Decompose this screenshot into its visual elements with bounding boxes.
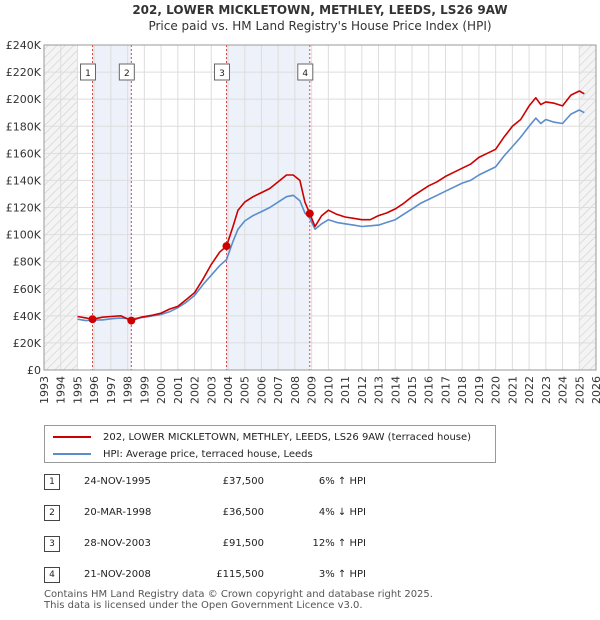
legend-item-property: 202, LOWER MICKLETOWN, METHLEY, LEEDS, L… [53, 429, 471, 445]
sale-label-box-4 [297, 63, 314, 81]
x-tick-label: 2000 [155, 376, 168, 404]
x-tick-label: 2011 [339, 376, 352, 404]
sale-price: £36,500 [222, 507, 264, 518]
table-row: 2 20-MAR-1998 £36,500 4% ↓ HPI [44, 505, 464, 523]
sale-date: 20-MAR-1998 [84, 507, 152, 518]
footer-line-2: This data is licensed under the Open Gov… [44, 600, 363, 611]
price-chart: 202, LOWER MICKLETOWN, METHLEY, LEEDS, L… [6, 3, 600, 404]
y-tick-label: £140K [6, 174, 42, 187]
x-tick-label: 2023 [540, 376, 553, 404]
y-tick-label: £0 [27, 364, 41, 377]
sale-point-2 [127, 316, 136, 325]
x-tick-label: 2024 [557, 376, 570, 404]
x-tick-label: 2002 [189, 376, 202, 404]
sale-date: 24-NOV-1995 [84, 476, 151, 487]
y-tick-label: £60K [13, 283, 42, 296]
table-row: 1 24-NOV-1995 £37,500 6% ↑ HPI [44, 474, 464, 492]
x-tick-label: 2004 [222, 376, 235, 404]
x-tick-label: 2001 [172, 376, 185, 404]
sale-number-badge: 2 [44, 505, 60, 521]
x-tick-label: 2016 [423, 376, 436, 404]
y-tick-label: £220K [6, 66, 42, 79]
y-tick-label: £120K [6, 202, 42, 215]
x-tick-label: 2012 [356, 376, 369, 404]
sale-number-badge: 4 [44, 567, 60, 583]
x-tick-label: 1997 [105, 376, 118, 404]
y-tick-label: £100K [6, 229, 42, 242]
x-tick-label: 2007 [272, 376, 285, 404]
x-tick-label: 1995 [71, 376, 84, 404]
x-tick-label: 2005 [239, 376, 252, 404]
x-tick-label: 2021 [506, 376, 519, 404]
footer-line-1: Contains HM Land Registry data © Crown c… [44, 589, 433, 600]
series-line-hpi [77, 109, 585, 322]
x-tick-label: 2019 [473, 376, 486, 404]
y-tick-label: £80K [13, 256, 42, 269]
legend-item-hpi: HPI: Average price, terraced house, Leed… [53, 446, 313, 462]
legend-swatch-property [53, 436, 91, 438]
sale-price: £91,500 [222, 538, 264, 549]
x-tick-label: 1996 [88, 376, 101, 404]
sale-price: £115,500 [216, 569, 264, 580]
table-row: 3 28-NOV-2003 £91,500 12% ↑ HPI [44, 536, 464, 554]
sale-label-2: 2 [124, 69, 130, 79]
sale-point-1 [88, 315, 97, 324]
sale-label-1: 1 [85, 69, 91, 79]
x-tick-label: 2018 [456, 376, 469, 404]
x-tick-label: 2013 [373, 376, 386, 404]
x-tick-label: 2003 [205, 376, 218, 404]
y-tick-label: £160K [6, 147, 42, 160]
chart-title: 202, LOWER MICKLETOWN, METHLEY, LEEDS, L… [132, 3, 507, 17]
sale-hpi-diff: 12% ↑ HPI [312, 538, 366, 549]
x-tick-label: 1999 [138, 376, 151, 404]
x-tick-label: 1994 [55, 376, 68, 404]
sale-point-4 [305, 209, 314, 218]
chart-subtitle: Price paid vs. HM Land Registry's House … [148, 19, 491, 33]
sale-point-3 [222, 242, 231, 251]
sale-label-box-3 [213, 63, 230, 81]
x-tick-label: 2008 [289, 376, 302, 404]
sale-date: 28-NOV-2003 [84, 538, 151, 549]
x-tick-label: 2009 [306, 376, 319, 404]
x-tick-label: 2017 [439, 376, 452, 404]
y-tick-label: £240K [6, 39, 42, 52]
y-tick-label: £200K [6, 93, 42, 106]
x-tick-label: 1993 [38, 376, 51, 404]
sale-label-box-1 [80, 63, 97, 81]
sale-price: £37,500 [222, 476, 264, 487]
sale-date: 21-NOV-2008 [84, 569, 151, 580]
x-tick-label: 2014 [389, 376, 402, 404]
sale-number-badge: 1 [44, 474, 60, 490]
chart-legend: 202, LOWER MICKLETOWN, METHLEY, LEEDS, L… [44, 425, 496, 463]
x-tick-label: 2010 [322, 376, 335, 404]
footer-attribution: Contains HM Land Registry data © Crown c… [44, 589, 433, 611]
x-tick-label: 1998 [122, 376, 135, 404]
sale-label-box-2 [118, 63, 135, 81]
series-group [77, 90, 585, 322]
sale-hpi-diff: 3% ↑ HPI [318, 569, 366, 580]
x-tick-label: 2015 [406, 376, 419, 404]
legend-label-property: 202, LOWER MICKLETOWN, METHLEY, LEEDS, L… [103, 431, 472, 443]
sale-label-3: 3 [219, 69, 225, 79]
y-tick-label: £180K [6, 120, 42, 133]
x-tick-label: 2006 [255, 376, 268, 404]
sale-hpi-diff: 4% ↓ HPI [318, 507, 366, 518]
legend-label-hpi: HPI: Average price, terraced house, Leed… [103, 448, 313, 460]
y-tick-label: £40K [13, 310, 42, 323]
y-tick-label: £20K [13, 337, 42, 350]
sale-number-badge: 3 [44, 536, 60, 552]
series-line-property [77, 90, 585, 322]
x-tick-label: 2025 [573, 376, 586, 404]
table-row: 4 21-NOV-2008 £115,500 3% ↑ HPI [44, 567, 464, 585]
x-tick-label: 2022 [523, 376, 536, 404]
sale-hpi-diff: 6% ↑ HPI [318, 476, 366, 487]
sale-label-4: 4 [302, 69, 308, 79]
x-tick-label: 2026 [590, 376, 600, 404]
plot-frame [43, 44, 597, 371]
x-tick-label: 2020 [490, 376, 503, 404]
legend-swatch-hpi [53, 453, 91, 455]
